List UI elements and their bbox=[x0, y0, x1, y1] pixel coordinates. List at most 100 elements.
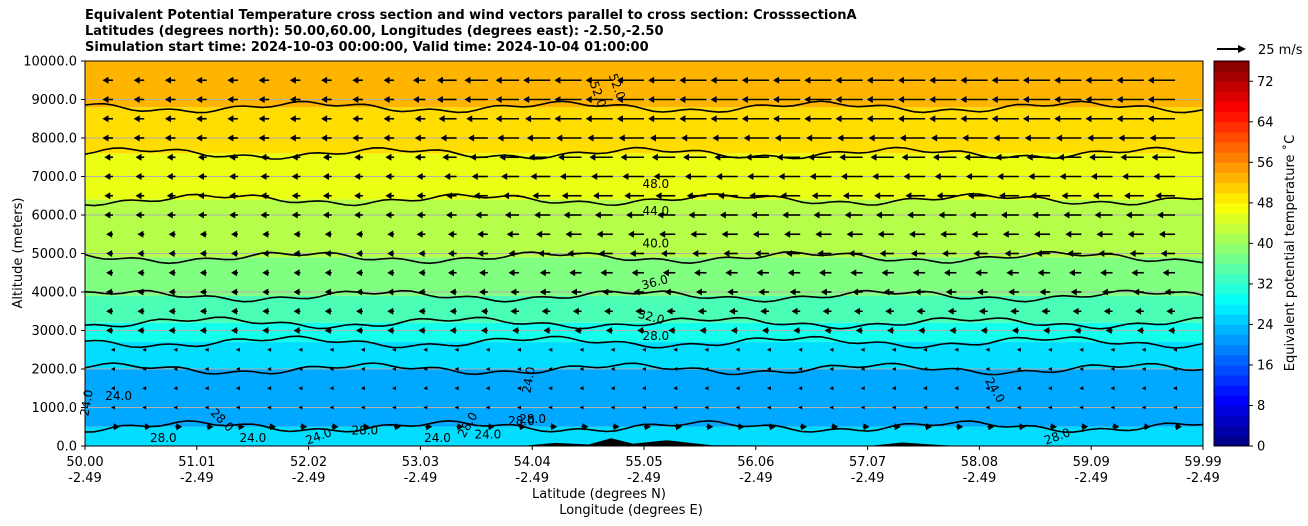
wind-arrow-head bbox=[262, 250, 269, 257]
wind-arrow-head bbox=[960, 76, 967, 84]
contour-line-3 bbox=[85, 335, 1203, 349]
wind-arrow-head bbox=[293, 250, 300, 257]
wind-arrow-head bbox=[793, 327, 800, 334]
wind-reference-arrowhead bbox=[1238, 45, 1246, 53]
colorbar-tick-label: 24 bbox=[1257, 318, 1274, 333]
wind-arrow-head bbox=[260, 211, 267, 219]
wind-arrow-head bbox=[589, 153, 596, 161]
wind-arrow-head bbox=[1057, 153, 1064, 161]
wind-arrow bbox=[798, 386, 803, 391]
wind-arrow-head bbox=[133, 76, 140, 84]
wind-arrow bbox=[829, 367, 834, 371]
wind-arrow bbox=[642, 386, 646, 391]
wind-arrow-head bbox=[543, 327, 550, 334]
wind-arrow-head bbox=[649, 134, 656, 142]
wind-arrow-head bbox=[289, 96, 296, 103]
theta-band-5 bbox=[85, 257, 1203, 296]
wind-arrow bbox=[173, 386, 178, 391]
wind-arrow-head bbox=[988, 423, 995, 431]
wind-arrow bbox=[673, 386, 678, 391]
wind-arrow-head bbox=[973, 250, 980, 257]
wind-arrow-head bbox=[196, 76, 203, 84]
wind-arrow-head bbox=[756, 269, 763, 277]
wind-arrow-head bbox=[912, 269, 919, 277]
wind-arrow-head bbox=[495, 96, 502, 103]
wind-arrow-head bbox=[1002, 230, 1009, 238]
wind-arrow-head bbox=[991, 96, 998, 103]
wind-arrow-head bbox=[1074, 327, 1081, 334]
colorbar-segment bbox=[1214, 314, 1249, 325]
wind-arrow-head bbox=[321, 134, 328, 142]
title-line-1: Equivalent Potential Temperature cross s… bbox=[85, 8, 857, 23]
wind-arrow bbox=[454, 405, 459, 410]
wind-arrow-head bbox=[229, 173, 236, 180]
x-tick-label-lat: 54.04 bbox=[514, 455, 551, 470]
wind-arrow-head bbox=[977, 288, 984, 296]
colorbar-segment bbox=[1214, 212, 1249, 224]
wind-arrow-head bbox=[585, 96, 592, 103]
wind-arrow-head bbox=[1164, 288, 1171, 296]
wind-arrow-head bbox=[416, 173, 423, 180]
wind-arrow-head bbox=[447, 230, 454, 238]
wind-arrow-head bbox=[879, 250, 886, 257]
wind-arrow bbox=[173, 367, 178, 371]
contour-label: 28.0 bbox=[150, 431, 177, 445]
wind-arrow bbox=[548, 347, 553, 352]
contour-label: 24.0 bbox=[77, 389, 95, 418]
wind-arrow-head bbox=[866, 115, 873, 123]
wind-arrow-head bbox=[464, 96, 471, 103]
colorbar-segment bbox=[1214, 334, 1249, 346]
wind-arrow bbox=[735, 367, 740, 371]
wind-arrow-head bbox=[853, 307, 860, 315]
wind-arrow-head bbox=[447, 269, 454, 277]
wind-arrow-head bbox=[508, 269, 515, 277]
wind-arrow bbox=[392, 386, 397, 391]
wind-arrow-head bbox=[629, 250, 636, 257]
wind-arrow-head bbox=[414, 134, 421, 142]
wind-arrow bbox=[766, 347, 771, 352]
wind-arrow-head bbox=[602, 288, 609, 296]
wind-arrow bbox=[985, 367, 990, 371]
wind-arrow-head bbox=[479, 288, 486, 296]
wind-arrow-head bbox=[480, 327, 487, 334]
wind-arrow-head bbox=[899, 134, 906, 142]
wind-arrow-head bbox=[622, 173, 629, 180]
wind-arrow-head bbox=[168, 269, 175, 277]
wind-arrow-head bbox=[743, 134, 750, 142]
wind-arrow-head bbox=[582, 423, 589, 431]
wind-arrow-head bbox=[510, 288, 517, 296]
wind-arrow bbox=[204, 386, 209, 391]
wind-arrow-head bbox=[258, 76, 265, 84]
wind-arrow-head bbox=[387, 288, 394, 296]
wind-arrow-head bbox=[102, 76, 109, 84]
wind-arrow-head bbox=[780, 192, 787, 200]
wind-arrow-head bbox=[653, 173, 660, 180]
wind-arrow-head bbox=[714, 153, 721, 161]
wind-arrow-head bbox=[133, 96, 140, 103]
wind-arrow-head bbox=[929, 96, 936, 103]
wind-arrow-head bbox=[199, 307, 206, 315]
wind-arrow-head bbox=[679, 96, 686, 103]
wind-arrow bbox=[548, 367, 553, 371]
wind-arrow-head bbox=[635, 307, 642, 315]
wind-arrow-head bbox=[898, 76, 905, 84]
wind-arrow-head bbox=[385, 192, 392, 200]
wind-arrow-head bbox=[993, 134, 1000, 142]
wind-arrow-head bbox=[1089, 153, 1096, 161]
wind-arrow-head bbox=[716, 173, 723, 180]
colorbar-segment bbox=[1214, 304, 1249, 315]
wind-arrow-head bbox=[815, 230, 822, 238]
colorbar-segment bbox=[1214, 415, 1249, 427]
wind-arrow bbox=[1048, 367, 1053, 371]
wind-arrow bbox=[610, 347, 615, 352]
wind-arrow-head bbox=[839, 153, 846, 161]
wind-arrow bbox=[454, 347, 459, 352]
wind-arrow-head bbox=[949, 327, 956, 334]
wind-arrow-head bbox=[723, 250, 730, 257]
wind-arrow-head bbox=[444, 173, 451, 180]
colorbar-tick-label: 72 bbox=[1257, 75, 1274, 90]
colorbar-segment bbox=[1214, 192, 1249, 204]
wind-arrow-head bbox=[539, 269, 546, 277]
wind-arrow bbox=[766, 386, 771, 391]
wind-arrow-head bbox=[727, 288, 734, 296]
